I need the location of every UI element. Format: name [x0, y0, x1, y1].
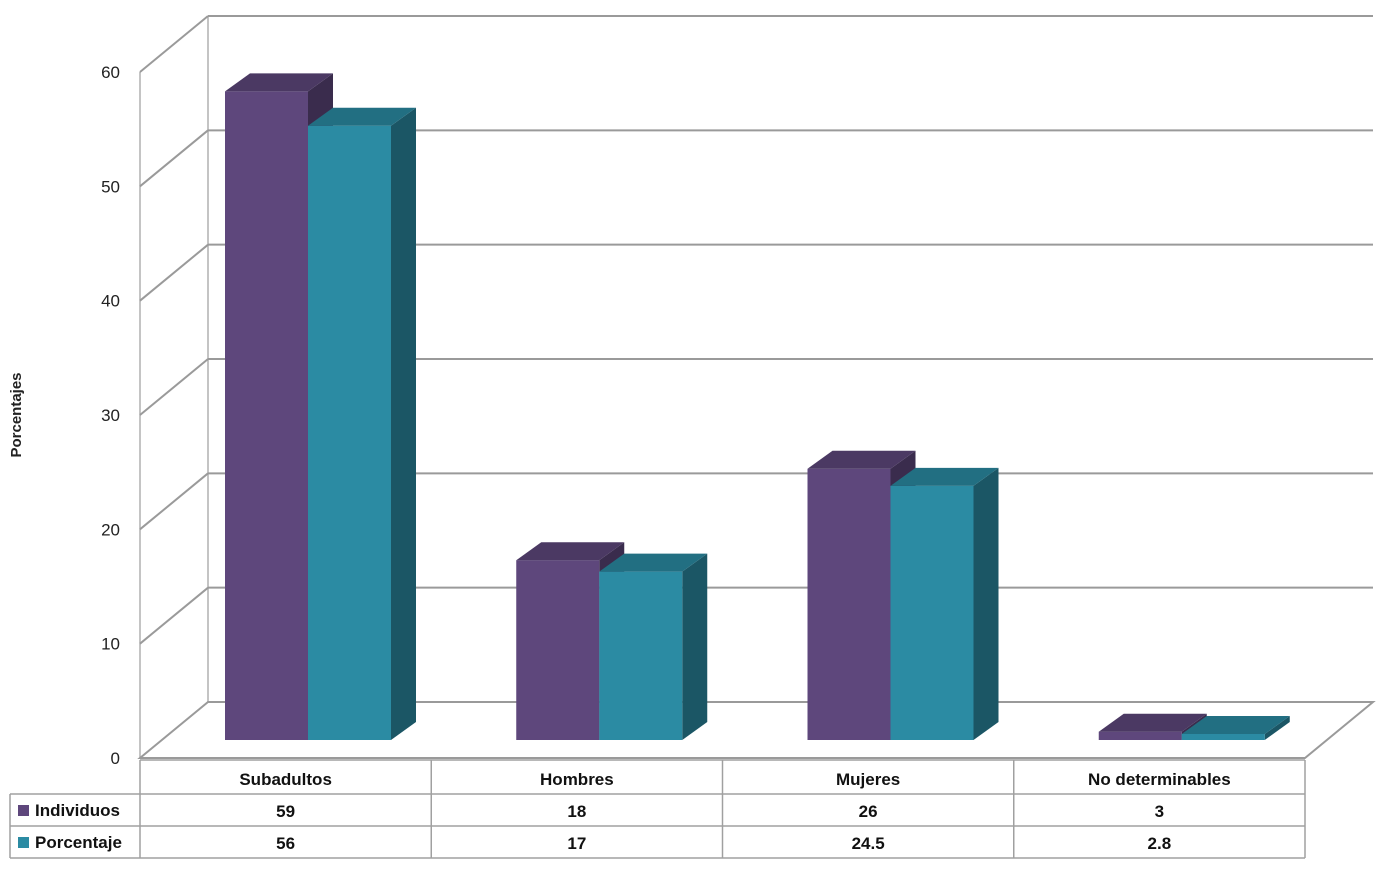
y-tick-label: 20 — [101, 520, 120, 539]
bar-porcentaje-subadultos — [308, 107, 416, 740]
y-tick-label: 60 — [101, 63, 120, 82]
data-table: Subadultos Hombres Mujeres No determinables… — [9, 759, 1306, 859]
data-label: 18 — [567, 802, 586, 821]
legend-key-individuos — [18, 805, 29, 816]
y-axis-title: Porcentajes — [8, 372, 25, 457]
bar-front — [516, 560, 600, 740]
x-category-label: No determinables — [1088, 770, 1231, 789]
gridline-diagonal — [139, 15, 209, 73]
legend-label: Porcentaje — [35, 833, 122, 852]
gridline-diagonal — [139, 243, 209, 302]
bar-front — [1181, 733, 1265, 740]
gridline-diagonal — [139, 358, 209, 416]
data-label: 56 — [276, 834, 295, 853]
data-label: 17 — [567, 834, 586, 853]
y-tick-label: 0 — [111, 749, 120, 768]
bar-front — [225, 91, 308, 740]
bar-side — [1264, 715, 1290, 740]
legend-label: Individuos — [35, 801, 120, 820]
bar-porcentaje-hombres — [599, 553, 708, 740]
bar-top — [599, 553, 708, 572]
bar-front — [807, 468, 891, 740]
gridline-diagonal — [139, 129, 209, 188]
bar-top — [807, 450, 916, 469]
bar-top — [308, 107, 416, 126]
x-category-label: Subadultos — [239, 770, 332, 789]
legend-key-porcentaje — [18, 837, 29, 848]
gridline-diagonal — [139, 586, 209, 645]
gridline-diagonal — [139, 472, 209, 531]
y-axis-ticks: 0 10 20 30 40 50 60 — [101, 63, 120, 768]
y-tick-label: 10 — [101, 635, 120, 654]
bar-side — [973, 467, 999, 740]
bar-front — [890, 485, 974, 740]
bar-top — [1181, 715, 1290, 734]
data-label: 59 — [276, 802, 295, 821]
data-label: 3 — [1155, 802, 1164, 821]
bar-top — [1098, 713, 1207, 732]
data-label: 24.5 — [852, 834, 885, 853]
x-category-label: Mujeres — [836, 770, 900, 789]
bar-side — [391, 107, 416, 740]
y-tick-label: 40 — [101, 292, 120, 311]
x-category-label: Hombres — [540, 770, 614, 789]
bars — [225, 73, 1290, 740]
bar-front — [1098, 731, 1182, 740]
bar-porcentaje-no-determinables — [1181, 715, 1290, 740]
bar-porcentaje-mujeres — [890, 467, 999, 740]
bar-top — [225, 73, 333, 92]
bar-top — [890, 467, 999, 486]
y-tick-label: 30 — [101, 406, 120, 425]
data-label: 26 — [859, 802, 878, 821]
y-tick-label: 50 — [101, 177, 120, 196]
bar-front — [308, 125, 391, 740]
data-label: 2.8 — [1148, 834, 1172, 853]
bar-top — [516, 542, 625, 561]
chart-floor — [137, 701, 1376, 759]
bar-side — [682, 553, 708, 740]
bar-front — [599, 571, 683, 740]
